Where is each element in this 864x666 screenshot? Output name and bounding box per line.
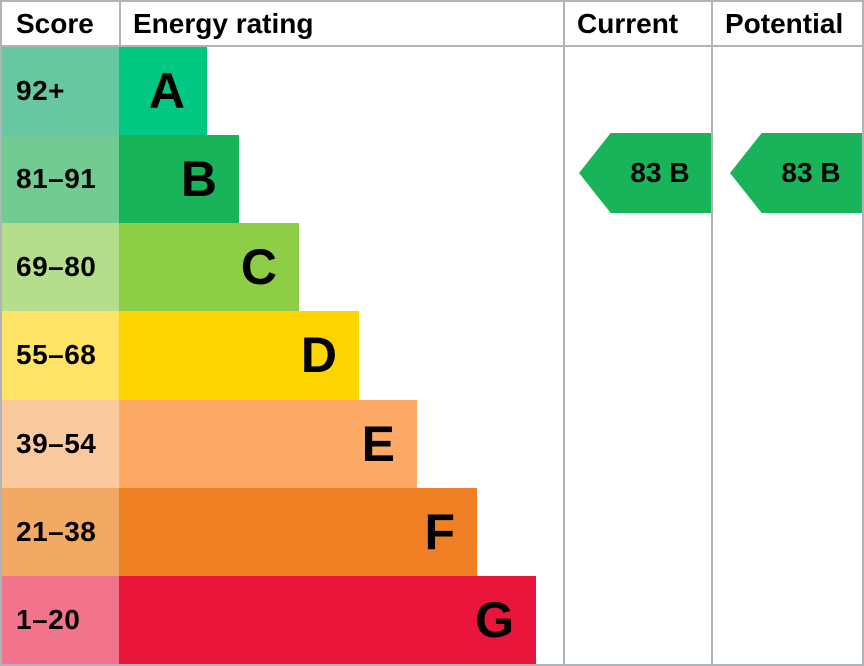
band-row-d: 55–68 D: [2, 311, 862, 400]
band-row-g: 1–20 G: [2, 575, 862, 664]
header-score: Score: [16, 7, 94, 39]
score-range-e: 39–54: [2, 399, 119, 488]
header-current: Current: [577, 7, 679, 39]
score-range-a: 92+: [2, 47, 119, 136]
band-row-e: 39–54 E: [2, 399, 862, 488]
band-bar-f: F: [119, 487, 477, 576]
table-header: Score Energy rating Current Potential: [2, 2, 862, 47]
band-letter-b: B: [180, 151, 217, 208]
current-rating-arrow: 83 B: [579, 133, 711, 213]
band-row-c: 69–80 C: [2, 223, 862, 312]
potential-rating-arrow: 83 B: [730, 133, 862, 213]
divider-rating-current: [563, 2, 565, 664]
band-bar-d: D: [119, 311, 359, 400]
band-bar-b: B: [119, 135, 239, 224]
band-letter-e: E: [361, 415, 395, 472]
band-bar-c: C: [119, 223, 299, 312]
potential-rating-label: 83 B: [781, 157, 841, 188]
band-bar-g: G: [119, 575, 536, 664]
band-rows: 92+ A 81–91 B 69–80 C 55–68 D 39–54 E 21…: [2, 47, 862, 664]
score-range-b: 81–91: [2, 135, 119, 224]
divider-score-rating: [119, 2, 121, 47]
score-range-g: 1–20: [2, 575, 119, 664]
band-bar-a: A: [119, 47, 207, 136]
score-range-c: 69–80: [2, 223, 119, 312]
score-range-f: 21–38: [2, 487, 119, 576]
header-energy-rating: Energy rating: [133, 7, 314, 39]
band-letter-f: F: [424, 503, 455, 560]
band-letter-g: G: [475, 591, 514, 648]
band-row-f: 21–38 F: [2, 487, 862, 576]
divider-current-potential: [711, 2, 713, 664]
score-range-d: 55–68: [2, 311, 119, 400]
band-row-b: 81–91 B: [2, 135, 862, 224]
band-letter-d: D: [300, 327, 337, 384]
band-letter-c: C: [240, 239, 277, 296]
band-row-a: 92+ A: [2, 47, 862, 136]
current-rating-label: 83 B: [630, 157, 690, 188]
band-bar-e: E: [119, 399, 417, 488]
header-potential: Potential: [725, 7, 844, 39]
band-letter-a: A: [148, 63, 185, 120]
